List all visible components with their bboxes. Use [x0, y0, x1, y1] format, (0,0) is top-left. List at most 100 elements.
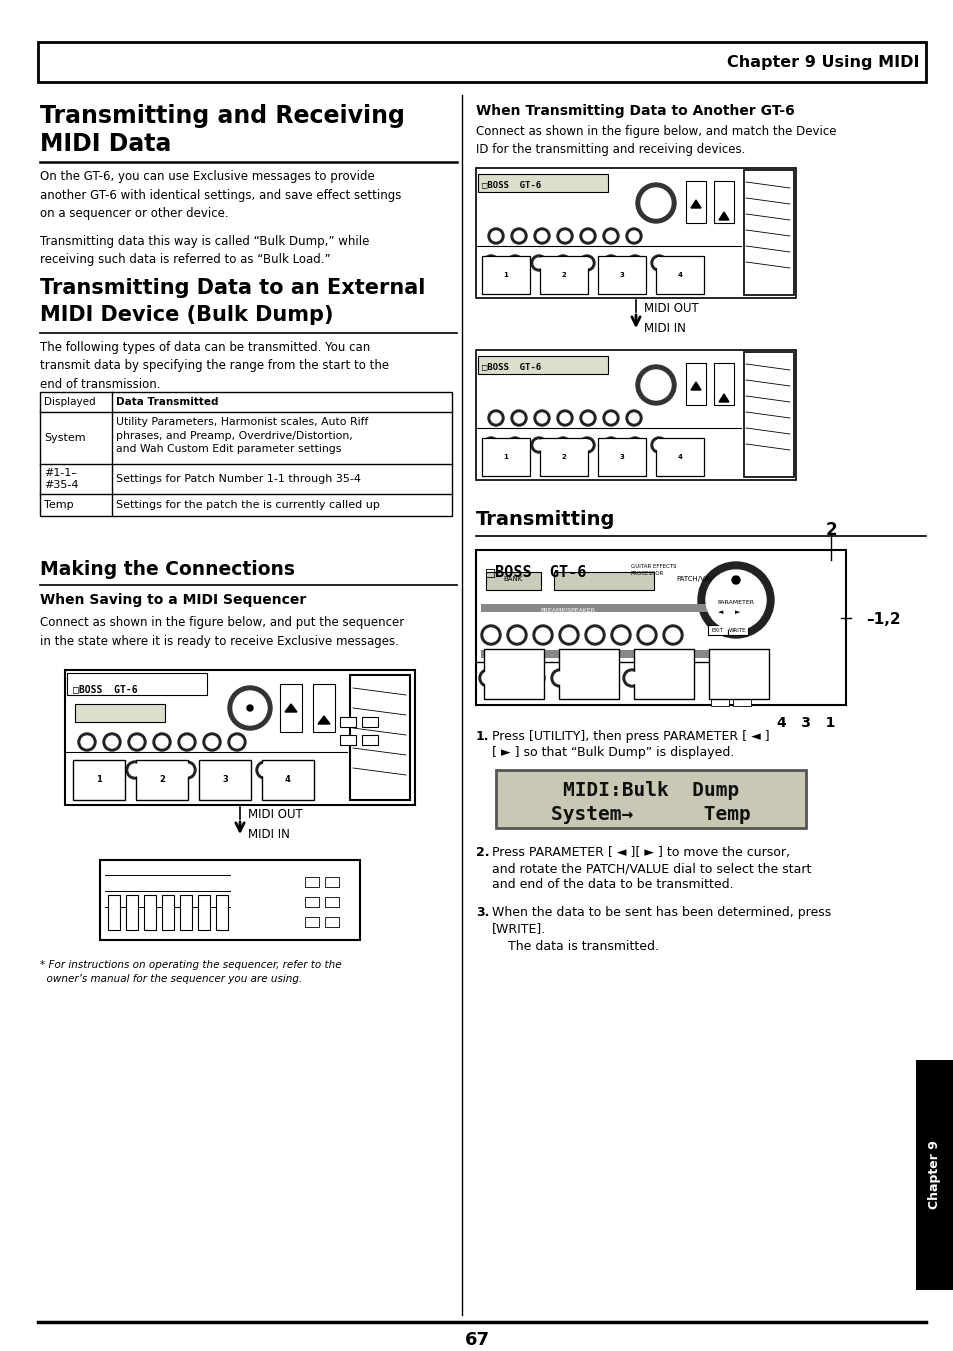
Bar [476, 168, 795, 299]
Circle shape [625, 671, 638, 684]
Bar [476, 350, 795, 480]
Circle shape [654, 440, 663, 450]
Circle shape [673, 671, 685, 684]
Bar [710, 696, 728, 707]
Circle shape [602, 409, 618, 426]
Bar [136, 761, 188, 800]
Text: 67: 67 [464, 1331, 489, 1350]
Circle shape [233, 765, 245, 775]
Circle shape [582, 413, 593, 423]
Bar [280, 684, 302, 732]
Bar [75, 704, 165, 721]
Circle shape [646, 669, 664, 688]
Text: 1.: 1. [476, 730, 489, 743]
Circle shape [258, 765, 271, 775]
Circle shape [488, 409, 503, 426]
Text: □BOSS  GT-6: □BOSS GT-6 [485, 563, 586, 580]
Circle shape [581, 440, 592, 450]
Text: 4: 4 [677, 272, 681, 278]
Circle shape [636, 182, 676, 223]
Bar [598, 438, 645, 476]
Polygon shape [719, 394, 728, 403]
Circle shape [505, 671, 517, 684]
Bar [732, 674, 750, 684]
Text: –1,2: –1,2 [865, 612, 900, 627]
Circle shape [534, 258, 543, 267]
Text: 1: 1 [503, 272, 508, 278]
Circle shape [530, 671, 541, 684]
Circle shape [526, 669, 544, 688]
Circle shape [731, 576, 740, 584]
Text: Transmitting and Receiving: Transmitting and Receiving [40, 104, 404, 128]
Circle shape [537, 413, 546, 423]
Bar [727, 626, 747, 635]
Bar [915, 1061, 953, 1290]
Text: PATCH/VALUE: PATCH/VALUE [676, 576, 721, 582]
Circle shape [100, 761, 118, 780]
Text: Connect as shown in the figure below, and put the sequencer
in the state where i: Connect as shown in the figure below, an… [40, 616, 404, 647]
Bar [108, 894, 120, 929]
Circle shape [582, 231, 593, 240]
Text: Utility Parameters, Harmonist scales, Auto Riff
phrases, and Preamp, Overdrive/D: Utility Parameters, Harmonist scales, Au… [116, 417, 368, 454]
Bar [685, 181, 705, 223]
Circle shape [649, 671, 661, 684]
Text: PARAMETER: PARAMETER [717, 600, 754, 605]
Circle shape [581, 258, 592, 267]
Bar [305, 897, 318, 907]
Text: Press [UTILITY], then press PARAMETER [ ◄ ]: Press [UTILITY], then press PARAMETER [ … [492, 730, 769, 743]
Circle shape [203, 734, 221, 751]
Polygon shape [690, 382, 700, 390]
Circle shape [231, 736, 243, 748]
Circle shape [639, 628, 654, 642]
Circle shape [558, 626, 578, 644]
Bar [313, 684, 335, 732]
Bar [215, 894, 228, 929]
Circle shape [128, 734, 146, 751]
Circle shape [181, 736, 193, 748]
Text: The data is transmitted.: The data is transmitted. [492, 940, 659, 952]
Text: 3: 3 [222, 775, 228, 785]
Circle shape [502, 669, 520, 688]
Text: Displayed: Displayed [44, 397, 95, 407]
Circle shape [514, 231, 523, 240]
Circle shape [534, 440, 543, 450]
Text: 3: 3 [618, 454, 624, 459]
Circle shape [511, 409, 526, 426]
Circle shape [557, 228, 573, 245]
Text: Transmitting data this way is called “Bulk Dump,” while
receiving such data is r: Transmitting data this way is called “Bu… [40, 235, 369, 266]
Bar [162, 894, 173, 929]
Text: Transmitting: Transmitting [476, 509, 615, 530]
Text: Temp: Temp [44, 500, 73, 509]
Bar [305, 917, 318, 927]
Bar [713, 181, 733, 223]
Bar [713, 363, 733, 405]
Circle shape [181, 765, 193, 775]
Circle shape [77, 765, 89, 775]
Text: owner’s manual for the sequencer you are using.: owner’s manual for the sequencer you are… [40, 974, 302, 984]
Bar [180, 894, 192, 929]
Text: PROCESSOR: PROCESSOR [630, 571, 663, 576]
Circle shape [629, 258, 639, 267]
Bar [198, 894, 210, 929]
Text: 2: 2 [561, 454, 566, 459]
Text: 3.: 3. [476, 907, 489, 919]
Text: System: System [44, 434, 86, 443]
Circle shape [640, 370, 670, 400]
Text: #1-1–: #1-1– [44, 467, 77, 478]
Bar [325, 917, 338, 927]
Circle shape [578, 671, 589, 684]
Circle shape [626, 436, 642, 453]
Circle shape [605, 231, 616, 240]
Circle shape [575, 669, 593, 688]
Circle shape [559, 413, 569, 423]
Text: MIDI Data: MIDI Data [40, 132, 172, 155]
Text: On the GT-6, you can use Exclusive messages to provide
another GT-6 with identic: On the GT-6, you can use Exclusive messa… [40, 170, 401, 220]
Text: 2.: 2. [476, 846, 489, 859]
Circle shape [534, 228, 550, 245]
Bar [685, 363, 705, 405]
Bar [732, 696, 750, 707]
Bar [707, 626, 727, 635]
Bar [481, 438, 530, 476]
Text: □BOSS  GT-6: □BOSS GT-6 [481, 362, 540, 372]
Circle shape [74, 761, 91, 780]
